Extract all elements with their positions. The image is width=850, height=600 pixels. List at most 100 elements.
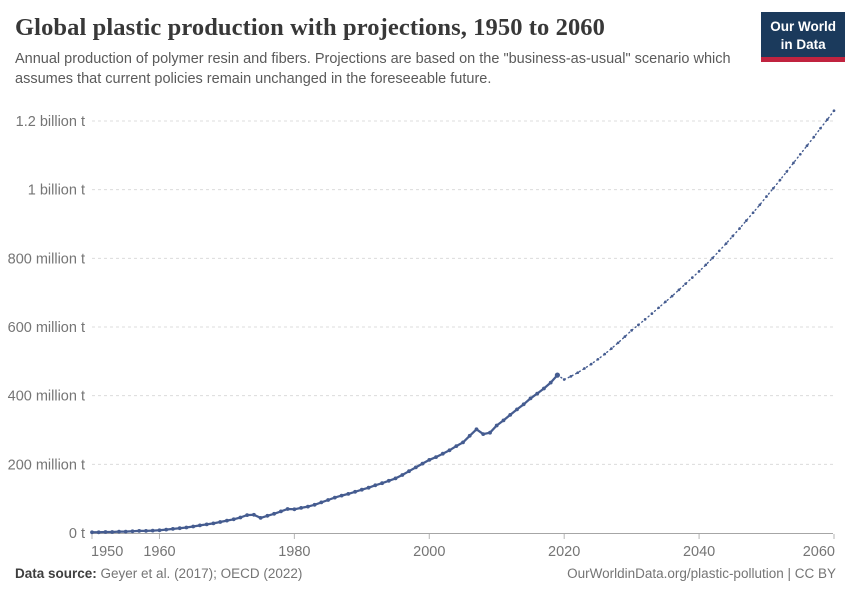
projection-point (650, 312, 654, 315)
projection-point (583, 367, 586, 370)
projection-point (630, 329, 633, 332)
historical-line (90, 373, 559, 534)
data-point (515, 407, 519, 412)
data-point (252, 512, 256, 517)
data-point (427, 458, 432, 462)
data-point (400, 473, 405, 477)
data-point (184, 525, 189, 530)
projection-point (589, 362, 593, 366)
data-point (306, 504, 310, 509)
projection-point (657, 306, 660, 310)
y-tick-label: 0 t (69, 526, 85, 542)
data-point (292, 507, 297, 512)
data-point (198, 523, 202, 528)
projection-point (664, 300, 667, 304)
y-tick-label: 1.2 billion t (16, 114, 85, 130)
data-point (272, 511, 276, 516)
data-point (103, 530, 108, 534)
y-tick-label: 600 million t (8, 320, 85, 336)
data-point (447, 448, 452, 453)
chart-subtitle: Annual production of polymer resin and f… (15, 51, 731, 88)
data-point (494, 423, 499, 428)
x-tick-label: 1980 (278, 544, 310, 560)
projection-point (569, 375, 573, 378)
data-point (312, 502, 317, 507)
data-point (171, 527, 175, 531)
y-tick-label: 200 million t (8, 457, 85, 473)
projection-point (751, 211, 755, 215)
data-point (393, 476, 398, 481)
data-point (481, 432, 486, 436)
data-point (218, 520, 223, 524)
data-point (96, 530, 101, 535)
data-point (332, 495, 337, 500)
projection-point (724, 242, 728, 245)
data-point (474, 427, 479, 432)
projection-point (731, 234, 735, 238)
projection-point (765, 195, 768, 198)
projection-point (623, 335, 627, 338)
data-point (454, 444, 459, 448)
data-point (326, 498, 330, 502)
data-point (90, 530, 94, 535)
data-point (386, 478, 391, 483)
projection-point (637, 323, 640, 327)
data-point (548, 380, 553, 385)
chart-header: Global plastic production with projectio… (15, 14, 760, 90)
data-point (461, 440, 465, 445)
x-tick-label: 2040 (683, 544, 715, 560)
data-point (130, 529, 135, 534)
footer-link[interactable]: OurWorldinData.org/plastic-pollution | C… (567, 566, 836, 581)
projection-point (704, 263, 708, 267)
data-point (488, 430, 492, 435)
data-point (123, 529, 128, 534)
data-point (211, 521, 216, 526)
projection-point (677, 288, 681, 292)
data-point (238, 515, 243, 520)
data-point (279, 509, 283, 514)
data-point (231, 517, 236, 522)
projection-point (684, 282, 687, 286)
data-point (366, 485, 371, 490)
data-point (359, 487, 364, 492)
data-point (508, 413, 513, 417)
data-point (407, 469, 411, 474)
projection-point (758, 203, 762, 207)
data-point (528, 396, 533, 401)
data-source-label: Data source: (15, 566, 97, 581)
data-point (420, 461, 425, 466)
projection-line (556, 110, 835, 381)
data-point (265, 513, 270, 518)
data-point (434, 455, 438, 459)
data-point (413, 465, 418, 470)
data-point (353, 489, 357, 494)
data-point (299, 506, 303, 510)
owid-logo-line2: in Data (780, 36, 826, 52)
projection-point (832, 109, 836, 113)
data-point (339, 493, 344, 498)
data-point (144, 529, 148, 533)
x-tick-label: 1950 (91, 544, 123, 560)
projection-point (562, 378, 566, 381)
data-point (177, 526, 182, 531)
data-point (110, 530, 115, 534)
data-point (157, 528, 162, 533)
projection-point (603, 352, 607, 356)
x-tick-label: 2000 (413, 544, 445, 560)
projection-point (778, 178, 782, 182)
data-point (319, 500, 324, 505)
owid-logo-line1: Our World (770, 19, 836, 34)
projection-point (616, 341, 620, 345)
data-point (535, 391, 540, 396)
chart-title: Global plastic production with projectio… (15, 14, 606, 41)
projection-point (819, 126, 822, 130)
data-point (380, 481, 384, 486)
data-point (117, 529, 121, 534)
x-tick-label: 1960 (143, 544, 175, 560)
owid-logo[interactable]: Our World in Data (761, 12, 845, 63)
data-source-text: Geyer et al. (2017); OECD (2022) (96, 566, 303, 581)
x-tick-label: 2060 (803, 544, 835, 560)
data-point (191, 524, 196, 529)
